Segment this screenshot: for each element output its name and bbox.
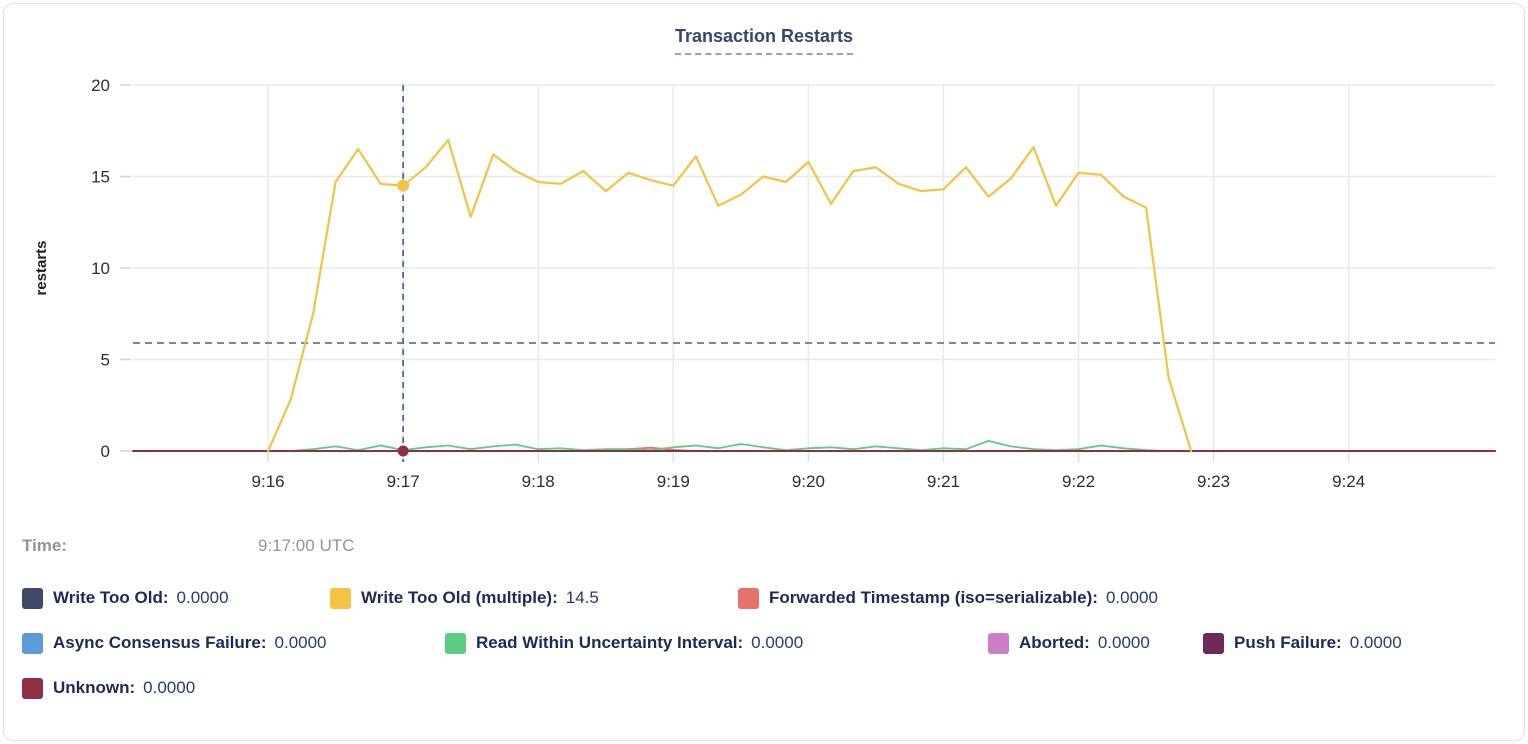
chart-card [3, 3, 1525, 741]
chart-legend: Write Too Old: 0.0000 Write Too Old (mul… [22, 586, 1402, 721]
legend-swatch-unknown [22, 677, 43, 699]
legend-value: 0.0000 [176, 588, 229, 607]
svg-text:9:18: 9:18 [522, 472, 555, 491]
legend-item-aborted: Aborted: 0.0000 [988, 631, 1203, 655]
legend-value: 14.5 [565, 588, 599, 607]
legend-label: Async Consensus Failure: [53, 633, 267, 652]
legend-swatch-push-failure [1203, 632, 1224, 654]
legend-label: Push Failure: [1234, 633, 1342, 652]
svg-text:20: 20 [91, 76, 110, 95]
svg-text:0: 0 [101, 442, 110, 461]
legend-item-unknown: Unknown: 0.0000 [22, 676, 195, 700]
legend-swatch-forwarded-timestamp [738, 587, 759, 609]
svg-text:9:16: 9:16 [252, 472, 285, 491]
legend-row-2: Async Consensus Failure: 0.0000 Read Wit… [22, 631, 1402, 655]
svg-text:9:19: 9:19 [657, 472, 690, 491]
legend-item-forwarded-timestamp: Forwarded Timestamp (iso=serializable): … [738, 586, 1158, 610]
legend-swatch-write-too-old-multiple [330, 587, 351, 609]
legend-value: 0.0000 [1105, 588, 1158, 607]
time-readout: Time: 9:17:00 UTC [22, 536, 354, 556]
svg-text:9:22: 9:22 [1062, 472, 1095, 491]
legend-value: 0.0000 [274, 633, 327, 652]
legend-row-3: Unknown: 0.0000 [22, 676, 1402, 700]
legend-label: Aborted: [1019, 633, 1090, 652]
legend-value: 0.0000 [751, 633, 804, 652]
legend-item-write-too-old: Write Too Old: 0.0000 [22, 586, 330, 610]
chart-title-text: Transaction Restarts [674, 26, 854, 55]
legend-swatch-async-consensus-failure [22, 632, 43, 654]
legend-item-async-consensus-failure: Async Consensus Failure: 0.0000 [22, 631, 445, 655]
time-value: 9:17:00 UTC [258, 536, 355, 555]
svg-text:9:24: 9:24 [1332, 472, 1365, 491]
svg-text:10: 10 [91, 259, 110, 278]
legend-value: 0.0000 [143, 678, 196, 697]
legend-label: Write Too Old (multiple): [361, 588, 558, 607]
legend-row-1: Write Too Old: 0.0000 Write Too Old (mul… [22, 586, 1402, 610]
legend-label: Write Too Old: [53, 588, 169, 607]
svg-text:9:21: 9:21 [927, 472, 960, 491]
chart-title: Transaction Restarts [0, 26, 1528, 55]
svg-text:9:20: 9:20 [792, 472, 825, 491]
svg-text:5: 5 [101, 351, 110, 370]
legend-item-read-within-uncertainty-interval: Read Within Uncertainty Interval: 0.0000 [445, 631, 988, 655]
legend-item-write-too-old-multiple: Write Too Old (multiple): 14.5 [330, 586, 738, 610]
svg-text:9:17: 9:17 [387, 472, 420, 491]
legend-label: Read Within Uncertainty Interval: [476, 633, 744, 652]
legend-swatch-aborted [988, 632, 1009, 654]
legend-label: Unknown: [53, 678, 136, 697]
legend-item-push-failure: Push Failure: 0.0000 [1203, 631, 1402, 655]
legend-swatch-read-within-uncertainty-interval [445, 632, 466, 654]
svg-text:15: 15 [91, 168, 110, 187]
legend-value: 0.0000 [1349, 633, 1402, 652]
time-label: Time: [22, 536, 68, 555]
legend-label: Forwarded Timestamp (iso=serializable): [769, 588, 1098, 607]
legend-swatch-write-too-old [22, 587, 43, 609]
svg-text:restarts: restarts [33, 240, 50, 295]
svg-text:9:23: 9:23 [1197, 472, 1230, 491]
legend-value: 0.0000 [1097, 633, 1150, 652]
